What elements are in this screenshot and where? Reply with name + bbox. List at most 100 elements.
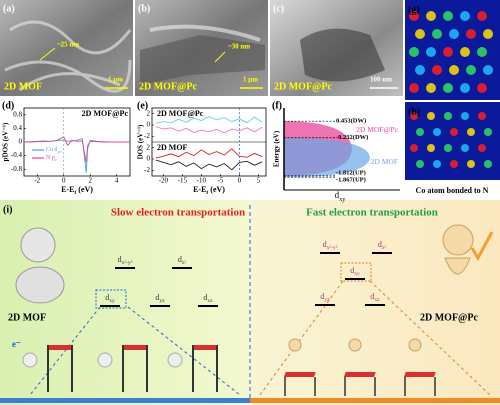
y-axis-label: Energy (eV) [273, 130, 281, 167]
heat-dot [415, 29, 425, 39]
text-sub: f [206, 190, 208, 196]
annotation: ~25 nm [57, 41, 79, 49]
heat-dot [444, 144, 452, 152]
heat-dot [409, 11, 419, 21]
heat-dot [483, 65, 493, 75]
panel-label: (g) [408, 4, 420, 15]
text-main: d [320, 292, 324, 301]
heat-dot [477, 47, 487, 57]
y-tick-label: 0 [147, 121, 151, 129]
runner [288, 338, 302, 352]
sample-name: 2D MOF [4, 81, 42, 92]
heat-dot [443, 47, 453, 57]
text-main: N p [46, 155, 55, 161]
text-sub: xz [374, 297, 380, 303]
x-tick-label: -2 [34, 177, 40, 185]
series-label: 2D MOF@Pc [356, 125, 398, 134]
y-axis-label: pDOS (eV⁻¹) [2, 122, 10, 161]
x-tick-label: 2 [89, 177, 93, 185]
x-axis-label: E-Ef (eV) [61, 185, 93, 196]
runner [348, 338, 362, 352]
sample-name: 2D MOF@Pc [420, 312, 478, 323]
y-tick-label: 0.4 [13, 124, 22, 132]
heat-dot [483, 29, 493, 39]
text-sub: x²-y² [327, 245, 338, 251]
sample-name: 2D MOF@Pc [274, 81, 332, 92]
heat-dot [449, 29, 459, 39]
happy-figure [442, 224, 494, 275]
heat-dot [410, 144, 418, 152]
y-axis-label: DOS (eV⁻¹) [137, 124, 145, 159]
y-tick-label: -0.4 [11, 151, 23, 159]
series-label: 2D MOF [371, 157, 398, 166]
hurdles [22, 338, 436, 396]
subplot-title: 2D MOF [157, 143, 188, 152]
heat-dot [433, 128, 441, 136]
highlight-box [95, 289, 127, 309]
runner [408, 338, 422, 352]
text-main: E-E [61, 185, 74, 194]
track [0, 398, 250, 403]
y-tick-label: 0 [147, 155, 151, 163]
arrow [214, 51, 226, 63]
orbital-label: dxz [203, 293, 213, 304]
text-sub: yz [58, 149, 62, 154]
highlight-box [340, 262, 372, 282]
orbital-label: dxy [105, 293, 115, 304]
hurdle-bar [193, 345, 217, 350]
heat-dot [466, 65, 476, 75]
heat-dot [415, 65, 425, 75]
legend-label: N pz [46, 155, 57, 162]
dos-line [23, 138, 130, 173]
heat-dot [478, 112, 486, 120]
y-tick-label: 0.8 [13, 110, 22, 118]
hurdle-bar [48, 345, 72, 350]
text-sub: z [55, 157, 57, 162]
heat-dot [433, 160, 441, 168]
sample-name: 2D MOF [8, 312, 46, 323]
texture [300, 28, 385, 82]
annotation: ~30 nm [228, 43, 250, 51]
panel-label: (c) [273, 3, 284, 14]
text-main: d [370, 292, 374, 301]
heat-dot [449, 65, 459, 75]
legend-label: Co dyz [46, 147, 62, 154]
heading-slow: Slow electron transportation [111, 207, 245, 219]
orbital-label: dyz [155, 293, 165, 304]
text-main: d [350, 266, 354, 275]
text-sub: x²-y² [122, 260, 133, 266]
subplot-title: 2D MOF@Pc [157, 109, 204, 118]
panel-label: (b) [138, 3, 150, 14]
dos-lobe [284, 137, 370, 178]
heat-dot [432, 29, 442, 39]
panel-label: (i) [3, 204, 12, 215]
orbital-label: dz² [178, 255, 186, 266]
heat-dot [467, 160, 475, 168]
x-tick-label: 0 [62, 177, 66, 185]
texture [140, 35, 265, 85]
orbital-label: dz² [378, 240, 386, 251]
level-label: -1.867(UP) [336, 177, 366, 184]
heat-dot [478, 144, 486, 152]
text-main: d [118, 255, 122, 264]
heading-fast: Fast electron transportation [306, 207, 438, 219]
text-main: E-E [193, 185, 206, 194]
heat-dot [450, 160, 458, 168]
x-tick-label: 5 [257, 177, 261, 185]
arrow [39, 47, 56, 61]
heat-dot [416, 128, 424, 136]
runner [22, 352, 38, 368]
electron: e⁻ [12, 339, 21, 349]
x-tick-label: -20 [159, 177, 169, 185]
text-main: d [155, 293, 159, 302]
scale-label: 1 μm [108, 76, 123, 84]
text-unit: (eV) [208, 185, 225, 194]
panel-label: (h) [408, 106, 420, 117]
text-main: d [178, 255, 182, 264]
heat-dot [427, 112, 435, 120]
heat-dot [460, 11, 470, 21]
heat-dot [426, 47, 436, 57]
sample-name: 2D MOF@Pc [139, 81, 197, 92]
heat-dot [467, 128, 475, 136]
